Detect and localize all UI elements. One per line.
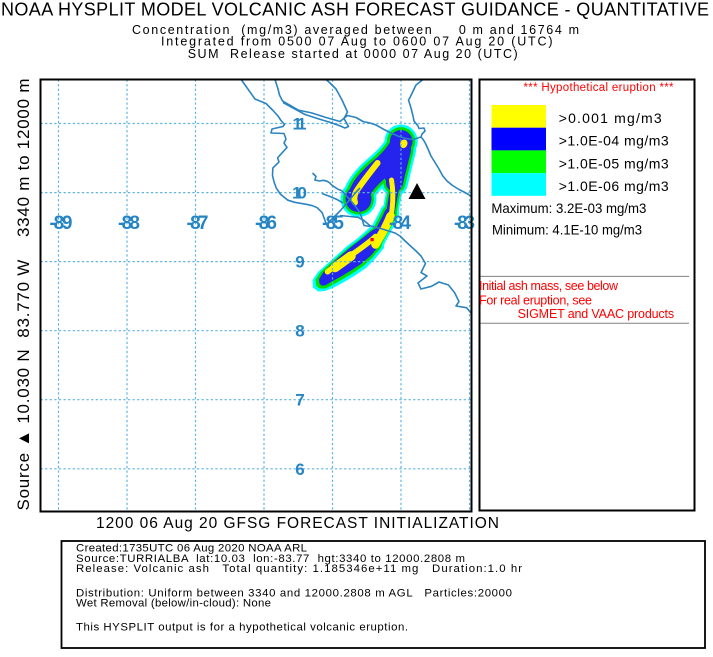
svg-text:Initial ash mass, see below: Initial ash mass, see below bbox=[479, 279, 619, 293]
svg-text:-84: -84 bbox=[389, 213, 411, 234]
svg-text:8: 8 bbox=[295, 322, 304, 341]
svg-text:-89: -89 bbox=[50, 213, 73, 234]
svg-text:-86: -86 bbox=[255, 213, 277, 234]
svg-text:Source:TURRIALBA lat:10.03 l: Source:TURRIALBA lat:10.03 lon:-83.77 hg… bbox=[76, 553, 465, 565]
svg-text:>1.0E-06 mg/m3: >1.0E-06 mg/m3 bbox=[559, 178, 669, 194]
svg-text:NOAA HYSPLIT MODEL VOLCANIC AS: NOAA HYSPLIT MODEL VOLCANIC ASH FORECAST… bbox=[1, 0, 709, 20]
svg-text:SIGMET and VAAC products: SIGMET and VAAC products bbox=[518, 307, 675, 321]
svg-text:Minimum: 4.1E-10 mg/m3: Minimum: 4.1E-10 mg/m3 bbox=[492, 223, 642, 238]
svg-text:-87: -87 bbox=[187, 213, 209, 234]
svg-text:6: 6 bbox=[295, 460, 304, 479]
svg-text:7: 7 bbox=[295, 391, 304, 410]
svg-text:>1.0E-05 mg/m3: >1.0E-05 mg/m3 bbox=[559, 155, 669, 171]
svg-text:Created:1735UTC 06 Aug 2020 NO: Created:1735UTC 06 Aug 2020 NOAA ARL bbox=[76, 543, 307, 555]
svg-text:Maximum: 3.2E-03 mg/m3: Maximum: 3.2E-03 mg/m3 bbox=[491, 201, 646, 216]
svg-text:For real eruption, see: For real eruption, see bbox=[479, 294, 592, 308]
svg-text:Source ▲ 10.030 N 83.770 W: Source ▲ 10.030 N 83.770 W 3340 m to 120… bbox=[14, 79, 33, 511]
svg-text:>0.001 mg/m3: >0.001 mg/m3 bbox=[559, 110, 662, 126]
svg-text:Distribution: Uniform between: Distribution: Uniform between 3340 and 1… bbox=[76, 587, 512, 599]
svg-text:Wet Removal (below/in-cloud):: Wet Removal (below/in-cloud): None bbox=[76, 598, 271, 610]
svg-text:-88: -88 bbox=[118, 213, 140, 234]
svg-text:*** Hypothetical eruption ***: *** Hypothetical eruption *** bbox=[524, 82, 675, 94]
svg-text:>1.0E-04 mg/m3: >1.0E-04 mg/m3 bbox=[559, 133, 669, 149]
svg-text:Release: Volcanic ash Total: Release: Volcanic ash Total quantity: 1.… bbox=[76, 563, 522, 575]
svg-text:This HYSPLIT output is for a h: This HYSPLIT output is for a hypothetica… bbox=[76, 621, 408, 633]
svg-text:11: 11 bbox=[293, 115, 307, 134]
svg-text:9: 9 bbox=[295, 253, 304, 272]
svg-text:Concentration (mg/m3) average: Concentration (mg/m3) averaged between 0… bbox=[132, 23, 579, 37]
svg-text:-85: -85 bbox=[322, 213, 344, 234]
svg-text:1200 06 Aug 20 GFSG FORECAST I: 1200 06 Aug 20 GFSG FORECAST INITIALIZAT… bbox=[96, 515, 499, 532]
svg-text:-83: -83 bbox=[454, 213, 475, 234]
svg-text:Integrated from 0500 07 Aug to: Integrated from 0500 07 Aug to 0600 07 A… bbox=[161, 35, 553, 49]
svg-text:10: 10 bbox=[292, 184, 307, 203]
